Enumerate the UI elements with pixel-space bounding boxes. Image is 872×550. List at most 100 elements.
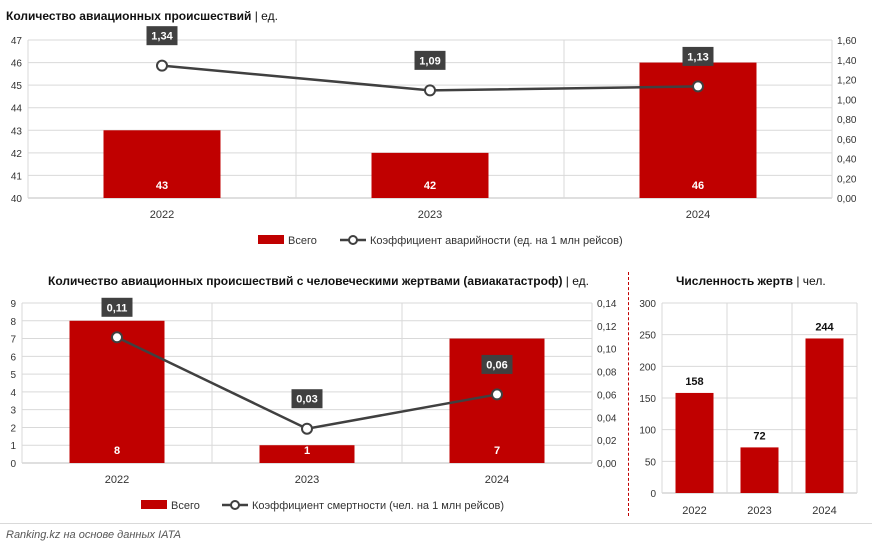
- chart2-line-label-bg: [101, 297, 133, 317]
- chart2-legend-line-marker: [230, 500, 240, 510]
- chart1-ytick-right: 0,60: [837, 135, 857, 146]
- chart1-line-point: [692, 80, 704, 93]
- footer-rule: [0, 523, 872, 524]
- chart3-xtick: 2024: [812, 505, 836, 517]
- chart1-bar: [371, 152, 489, 198]
- chart2-ytick-right: 0,00: [597, 459, 617, 470]
- chart2-ytick-left: 3: [10, 406, 16, 417]
- chart1-ytick-left: 45: [11, 81, 23, 92]
- chart2-line-label-bg: [481, 354, 513, 374]
- chart1-ytick-left: 44: [11, 104, 23, 115]
- chart1-line-point: [424, 84, 436, 97]
- chart1-line-label-bg: [682, 46, 714, 66]
- chart1-ytick-left: 41: [11, 171, 23, 182]
- chart1-ytick-right: 0,20: [837, 174, 857, 185]
- chart2-line-label: 0,11: [107, 302, 128, 314]
- chart1-line-label: 1,34: [151, 31, 173, 43]
- chart1-line-label-bg: [414, 50, 446, 70]
- chart1-xtick: 2022: [150, 209, 174, 221]
- chart1-line-label: 1,09: [419, 55, 440, 67]
- charts-canvas: 40414243444546470,000,200,400,600,801,00…: [10, 26, 858, 517]
- chart2-title: Количество авиационных происшествий с че…: [48, 274, 589, 288]
- chart1-bar-label: 42: [424, 180, 436, 192]
- chart3-title: Численность жертв | чел.: [676, 274, 826, 288]
- chart2-xtick: 2022: [105, 474, 129, 486]
- chart2-ytick-right: 0,04: [597, 413, 617, 424]
- chart2-ytick-right: 0,10: [597, 345, 617, 356]
- chart2-ytick-right: 0,12: [597, 322, 617, 333]
- chart1-ytick-right: 1,60: [837, 36, 857, 47]
- chart2-ytick-left: 4: [10, 388, 16, 399]
- chart1-legend-bar-label: Всего: [288, 235, 317, 247]
- chart2-xtick: 2023: [295, 474, 319, 486]
- chart2-unit: | ед.: [565, 274, 589, 288]
- chart1-ytick-right: 0,80: [837, 115, 857, 126]
- chart1-legend-bar-swatch: [258, 235, 284, 244]
- chart2-xtick: 2024: [485, 474, 509, 486]
- chart3-bar: [805, 338, 844, 493]
- chart1-unit: | ед.: [254, 9, 278, 23]
- chart2-legend-line-label: Коэффициент смертности (чел. на 1 млн ре…: [252, 500, 504, 512]
- chart2-line: [116, 336, 498, 431]
- chart2-ytick-left: 7: [10, 335, 16, 346]
- chart2-line-point: [301, 422, 313, 435]
- chart3-bar-label: 244: [815, 321, 834, 333]
- chart2-ytick-right: 0,02: [597, 436, 617, 447]
- chart1-ytick-left: 47: [11, 36, 23, 47]
- chart3-unit: | чел.: [796, 274, 826, 288]
- chart2-ytick-left: 5: [10, 370, 16, 381]
- section-divider: [628, 272, 629, 516]
- chart2-ytick-left: 6: [10, 352, 16, 363]
- chart2-ytick-left: 2: [10, 423, 16, 434]
- chart1-xtick: 2024: [686, 209, 710, 221]
- chart2-title-text: Количество авиационных происшествий с че…: [48, 274, 563, 288]
- chart1-xtick: 2023: [418, 209, 442, 221]
- chart2-line-label: 0,03: [296, 394, 317, 406]
- chart1-bar: [103, 130, 221, 198]
- chart2-ytick-left: 0: [10, 459, 16, 470]
- chart1-ytick-left: 46: [11, 59, 23, 70]
- chart2-line-point: [491, 388, 503, 401]
- chart2-ytick-left: 9: [10, 299, 16, 310]
- chart1-ytick-right: 1,00: [837, 95, 857, 106]
- chart1-title-text: Количество авиационных происшествий: [6, 9, 252, 23]
- chart1-ytick-right: 0,40: [837, 155, 857, 166]
- chart1-ytick-left: 42: [11, 149, 23, 160]
- chart3-xtick: 2023: [747, 505, 771, 517]
- chart3-bar-label: 158: [685, 376, 703, 388]
- chart2-bar: [69, 320, 165, 463]
- chart3-ytick-left: 0: [650, 489, 656, 500]
- chart2-line-point: [111, 331, 123, 344]
- chart3-ytick-left: 50: [645, 457, 657, 468]
- chart3-ytick-left: 250: [639, 331, 656, 342]
- chart2-legend-bar-label: Всего: [171, 500, 200, 512]
- chart3-ytick-left: 300: [639, 299, 656, 310]
- chart2-ytick-right: 0,08: [597, 368, 617, 379]
- chart1-title: Количество авиационных происшествий | ед…: [6, 9, 278, 23]
- chart2-bar-label: 8: [114, 445, 120, 457]
- chart1-ytick-right: 1,20: [837, 76, 857, 87]
- chart3-ytick-left: 150: [639, 394, 656, 405]
- chart2-bar-label: 7: [494, 445, 500, 457]
- chart1-ytick-right: 0,00: [837, 194, 857, 205]
- chart3-ytick-left: 200: [639, 362, 656, 373]
- chart3-title-text: Численность жертв: [676, 274, 793, 288]
- chart2-ytick-right: 0,06: [597, 390, 617, 401]
- chart3-bar-label: 72: [753, 430, 765, 442]
- chart2-line-label: 0,06: [486, 359, 507, 371]
- chart3-bar: [740, 447, 779, 493]
- chart3-ytick-left: 100: [639, 426, 656, 437]
- chart1-ytick-right: 1,40: [837, 56, 857, 67]
- source-footer: Ranking.kz на основе данных IATA: [6, 529, 181, 541]
- chart1-line-label: 1,13: [687, 51, 708, 63]
- chart1-line-point: [156, 59, 168, 72]
- chart2-bar-label: 1: [304, 445, 310, 457]
- chart2-ytick-left: 1: [10, 441, 16, 452]
- chart2-ytick-right: 0,14: [597, 299, 617, 310]
- chart2-bar: [259, 445, 355, 463]
- chart1-bar-label: 43: [156, 180, 168, 192]
- chart1-ytick-left: 40: [11, 194, 23, 205]
- chart1-ytick-left: 43: [11, 126, 23, 137]
- chart1-line-label-bg: [146, 26, 178, 46]
- chart1-legend-line-label: Коэффициент аварийности (ед. на 1 млн ре…: [370, 235, 623, 247]
